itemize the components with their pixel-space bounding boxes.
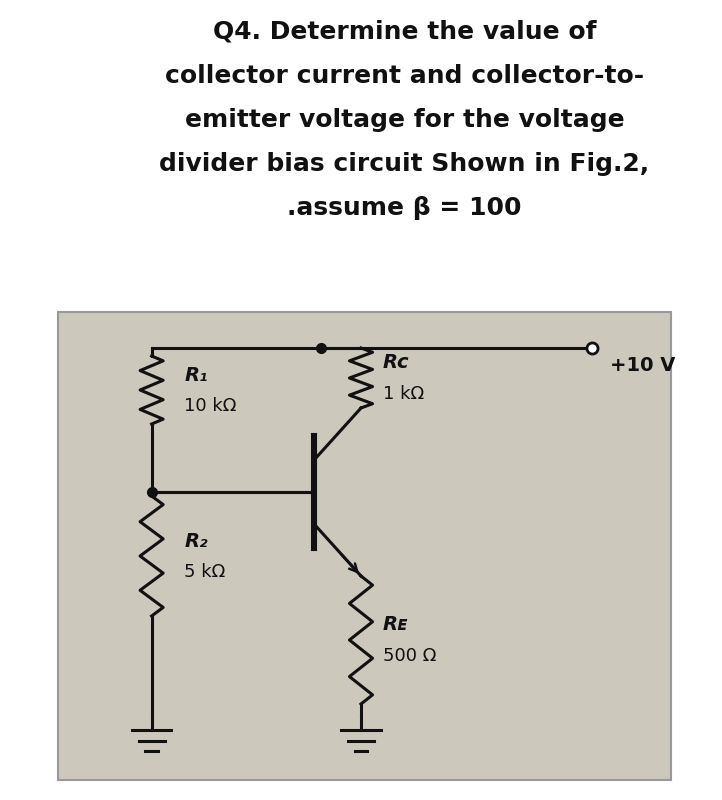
Text: Q4. Determine the value of: Q4. Determine the value of (212, 20, 596, 44)
Text: 10 kΩ: 10 kΩ (184, 397, 237, 415)
Text: .assume β = 100: .assume β = 100 (287, 196, 521, 220)
Text: collector current and collector-to-: collector current and collector-to- (165, 64, 644, 88)
Bar (58, 312, 671, 780)
Text: +10 V: +10 V (610, 356, 676, 375)
Text: 1 kΩ: 1 kΩ (383, 385, 424, 403)
Text: 500 Ω: 500 Ω (383, 647, 436, 665)
Text: divider bias circuit Shown in Fig.2,: divider bias circuit Shown in Fig.2, (160, 152, 649, 176)
Text: emitter voltage for the voltage: emitter voltage for the voltage (185, 108, 624, 132)
Text: R₁: R₁ (184, 366, 208, 385)
Text: Rᴇ: Rᴇ (383, 614, 409, 634)
Text: R₂: R₂ (184, 532, 208, 551)
Text: 5 kΩ: 5 kΩ (184, 563, 225, 581)
Text: Rᴄ: Rᴄ (383, 353, 409, 371)
